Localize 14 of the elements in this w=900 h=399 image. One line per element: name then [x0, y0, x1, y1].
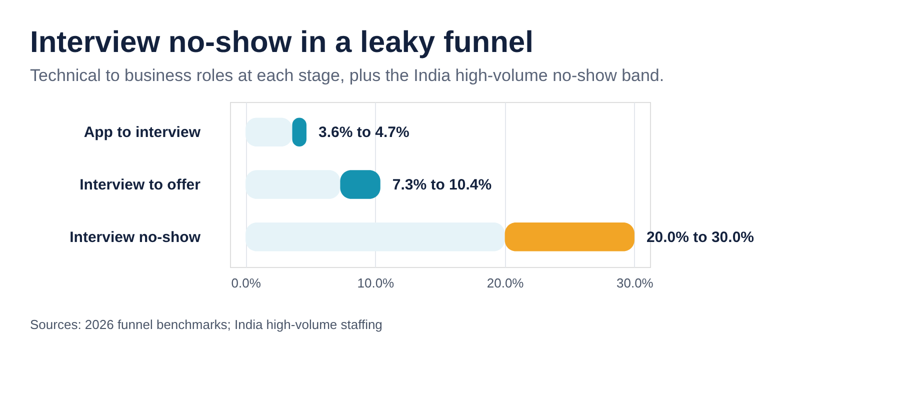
x-tick-label: 10.0% [357, 276, 395, 290]
x-tick-label: 20.0% [486, 276, 524, 290]
annotation: 20.0% to 30.0% [646, 228, 754, 246]
x-tick-label: 0.0% [231, 276, 262, 290]
x-tick-label: 30.0% [616, 276, 654, 290]
chart-title: Interview no-show in a leaky funnel [30, 26, 534, 59]
y-tick-label: Interview no-show [70, 228, 201, 246]
annotation: 3.6% to 4.7% [318, 124, 410, 142]
y-tick-label: App to interview [84, 124, 201, 142]
annotation: 7.3% to 10.4% [392, 176, 492, 194]
y-tick-label: Interview to offer [80, 176, 201, 194]
bar [504, 222, 634, 252]
chart-subtitle: Technical to business roles at each stage, plus the India high-volume no-show band. [30, 66, 664, 85]
source-note: Sources: 2026 funnel benchmarks; India high-volume staffing [30, 317, 382, 332]
